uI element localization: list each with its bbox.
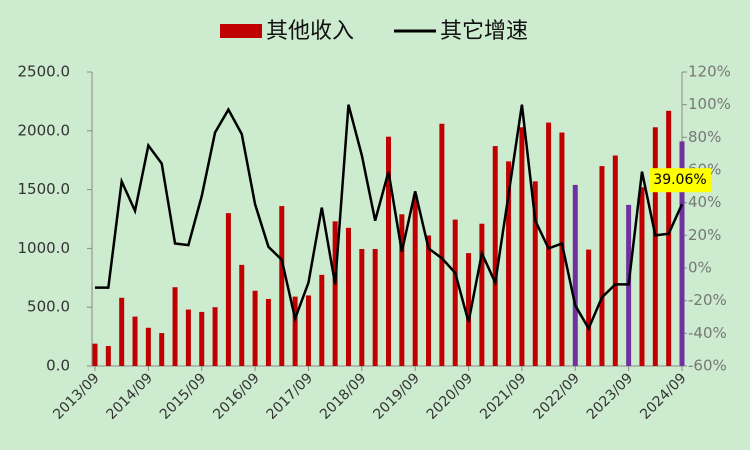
x-tick-label: 2017/09 [264,370,316,422]
label-box [649,168,711,193]
bar [466,253,472,366]
x-tick-label: 2016/09 [210,370,262,422]
bar [319,274,325,366]
legend-label: 其他收入 [266,19,354,44]
bar [145,327,151,366]
y-tick-label: 1500.0 [18,180,71,198]
bar [159,333,165,366]
x-tick-label: 2023/09 [584,370,636,422]
bar [386,136,391,366]
legend-swatch [220,24,262,38]
bar [492,146,498,366]
bar [652,127,658,366]
y2-tick-label: 100% [688,95,731,113]
bar [532,181,538,366]
y2-tick-label: 0% [688,259,712,277]
bar [479,223,485,366]
bar [225,213,231,366]
bar [452,219,458,366]
bar [172,287,178,366]
bar [185,309,191,366]
bar [412,195,418,366]
y-tick-label: 1000.0 [18,239,71,257]
x-tick-label: 2014/09 [104,370,156,422]
bar [345,227,351,366]
y-tick-label: 500.0 [27,298,70,316]
y2-tick-label: 120% [688,63,731,81]
bar [292,296,298,366]
bar [506,161,512,366]
bar [372,248,378,366]
x-tick-label: 2022/09 [530,370,582,422]
bar [92,343,98,366]
x-tick-label: 2019/09 [370,370,422,422]
bar [639,187,645,366]
y2-tick-label: 40% [688,193,721,211]
x-tick-label: 2024/09 [637,370,689,422]
bar [239,264,245,366]
y2-tick-label: 20% [688,226,721,244]
x-tick-label: 2013/09 [50,370,102,422]
y2-tick-label: -20% [688,291,727,309]
bar [612,155,618,366]
y-tick-label: 2500.0 [18,63,71,81]
bar [399,214,405,366]
x-tick-label: 2020/09 [424,370,476,422]
y-tick-label: 0.0 [46,357,70,375]
y2-tick-label: -40% [688,324,727,342]
bar [305,295,311,366]
bar [586,249,592,366]
bar [572,184,578,366]
bar [279,206,285,366]
bar [546,122,552,367]
y-tick-label: 2000.0 [18,121,71,139]
bar [105,346,111,366]
legend-label: 其它增速 [440,19,528,44]
bar [679,141,685,366]
bar [132,316,138,366]
bar [265,298,271,366]
y2-tick-label: 80% [688,128,721,146]
bar [199,311,205,366]
bar [666,110,672,366]
y2-tick-label: -60% [688,357,727,375]
x-tick-label: 2021/09 [477,370,529,422]
bar [426,235,432,366]
bar [119,297,125,366]
data-label: 39.06% [653,172,706,188]
x-tick-label: 2018/09 [317,370,369,422]
bar [332,221,338,366]
bar [359,248,365,366]
bar [439,123,445,366]
bar [252,290,258,366]
x-tick-label: 2015/09 [157,370,209,422]
bar [599,166,605,366]
bar [519,127,525,366]
bar [212,307,218,366]
line [95,104,684,332]
